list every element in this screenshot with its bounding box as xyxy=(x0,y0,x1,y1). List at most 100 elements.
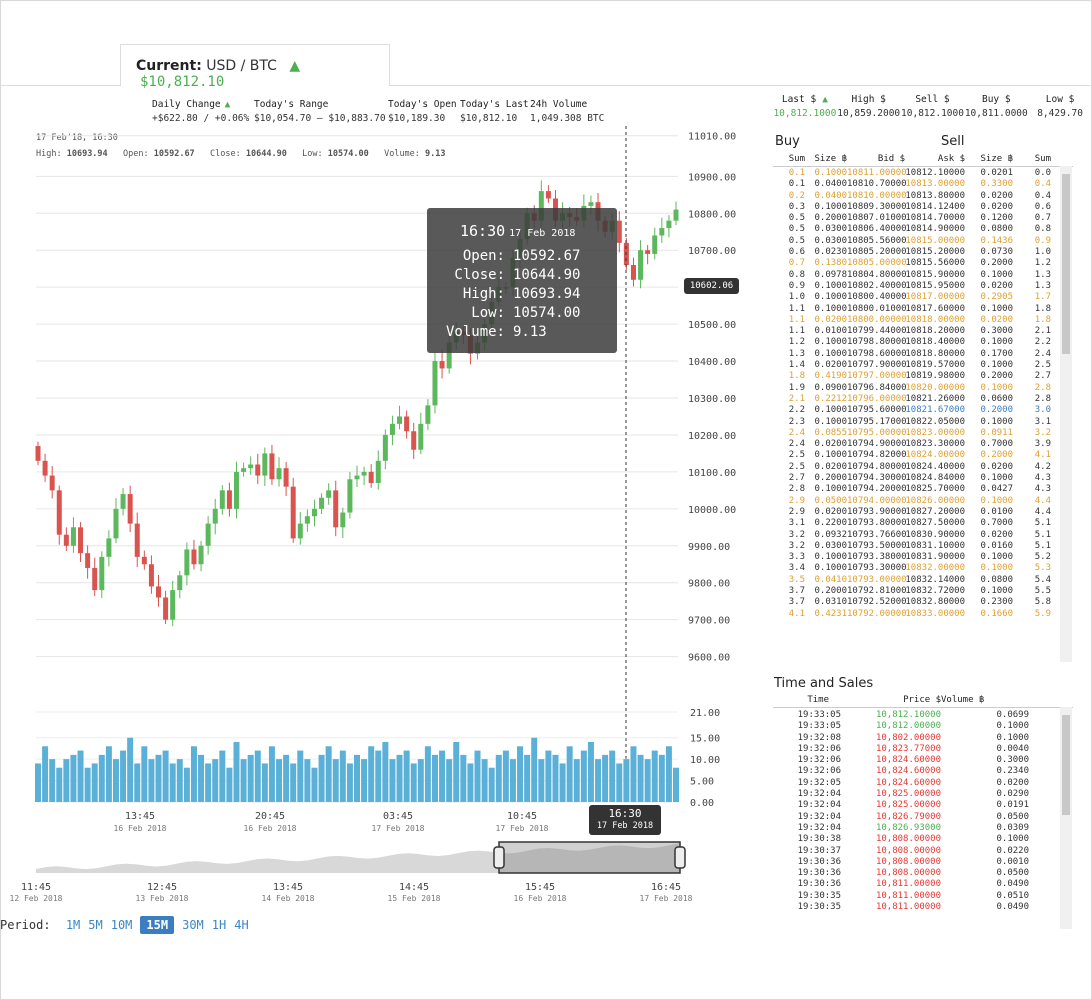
navigator-handle[interactable] xyxy=(493,846,505,869)
ts-col-header[interactable]: Price $ xyxy=(903,695,941,705)
orderbook-row[interactable]: 2.8 0.1000 10794.20000 10825.70000 0.0427 4.3 xyxy=(773,484,1073,495)
orderbook-row[interactable]: 3.7 0.0310 10792.52000 10832.80000 0.2300 5.8 xyxy=(773,597,1073,608)
candle[interactable] xyxy=(205,523,211,546)
candle[interactable] xyxy=(283,468,289,487)
orderbook-row[interactable]: 2.5 0.1000 10794.82000 10824.00000 0.2000 4.1 xyxy=(773,450,1073,461)
candle[interactable] xyxy=(638,250,644,280)
candle[interactable] xyxy=(78,527,84,554)
candle[interactable] xyxy=(397,416,403,424)
candle[interactable] xyxy=(333,490,339,528)
orderbook-row[interactable]: 2.7 0.2000 10794.30000 10824.84000 0.1000 4.3 xyxy=(773,473,1073,484)
ob-col-header[interactable]: Sum xyxy=(1034,154,1051,164)
candle[interactable] xyxy=(42,460,48,476)
orderbook-row[interactable]: 2.4 0.0855 10795.00000 10823.00000 0.0911 3.2 xyxy=(773,428,1073,439)
candle[interactable] xyxy=(418,423,424,450)
candle[interactable] xyxy=(120,494,126,509)
candle[interactable] xyxy=(389,423,395,435)
orderbook-row[interactable]: 0.1 0.1000 10811.00000 10812.10000 0.0201 0.0 xyxy=(773,168,1073,179)
candle[interactable] xyxy=(382,434,388,461)
candle[interactable] xyxy=(212,508,218,524)
period-10m[interactable]: 10M xyxy=(110,918,133,932)
price-chart[interactable]: 11010.0010900.0010800.0010700.0010600.00… xyxy=(0,120,770,920)
orderbook-row[interactable]: 4.1 0.4231 10792.00000 10833.00000 0.1660 5.9 xyxy=(773,609,1073,620)
candle[interactable] xyxy=(304,516,310,524)
candle[interactable] xyxy=(49,475,55,491)
orderbook-row[interactable]: 1.0 0.1000 10800.40000 10817.00000 0.2905 1.7 xyxy=(773,292,1073,303)
orderbook-row[interactable]: 1.4 0.0200 10797.90000 10819.57000 0.1000 2.5 xyxy=(773,360,1073,371)
candle[interactable] xyxy=(645,250,651,254)
candle[interactable] xyxy=(198,545,204,565)
candle[interactable] xyxy=(219,490,225,509)
candle[interactable] xyxy=(35,446,41,461)
orderbook-row[interactable]: 0.8 0.0978 10804.80000 10815.90000 0.1000 1.3 xyxy=(773,270,1073,281)
orderbook-row[interactable]: 1.1 0.0200 10800.00000 10818.00000 0.0200 1.8 xyxy=(773,315,1073,326)
candle[interactable] xyxy=(673,209,679,221)
candle[interactable] xyxy=(340,512,346,528)
candle[interactable] xyxy=(588,202,594,206)
candle[interactable] xyxy=(354,475,360,480)
orderbook-row[interactable]: 1.1 0.1000 10800.01000 10817.60000 0.1000 1.8 xyxy=(773,304,1073,315)
candle[interactable] xyxy=(538,191,544,221)
orderbook-row[interactable]: 3.3 0.1000 10793.38000 10831.90000 0.1000 5.2 xyxy=(773,552,1073,563)
period-1m[interactable]: 1M xyxy=(65,918,81,932)
orderbook-row[interactable]: 0.5 0.0300 10806.40000 10814.90000 0.0800 0.8 xyxy=(773,224,1073,235)
orderbook-row[interactable]: 3.4 0.1000 10793.30000 10832.00000 0.1000 5.3 xyxy=(773,563,1073,574)
candle[interactable] xyxy=(404,416,410,432)
candle[interactable] xyxy=(156,586,162,598)
orderbook-row[interactable]: 0.1 0.0400 10810.70000 10813.00000 0.3300 0.4 xyxy=(773,179,1073,190)
candle[interactable] xyxy=(297,523,303,539)
candle[interactable] xyxy=(106,538,112,557)
candle[interactable] xyxy=(432,361,438,406)
navigator-window[interactable] xyxy=(498,841,681,874)
candle[interactable] xyxy=(311,508,317,517)
candle[interactable] xyxy=(425,405,431,424)
ob-col-header[interactable]: Sum xyxy=(788,154,805,164)
candle[interactable] xyxy=(70,527,76,546)
ob-col-header[interactable]: Size ฿ xyxy=(814,154,847,164)
ob-col-header[interactable]: Size ฿ xyxy=(980,154,1013,164)
candle[interactable] xyxy=(226,490,232,509)
orderbook-row[interactable]: 2.9 0.0500 10794.00000 10826.00000 0.1000 4.4 xyxy=(773,496,1073,507)
orderbook-row[interactable]: 2.5 0.0200 10794.80000 10824.40000 0.0200 4.2 xyxy=(773,462,1073,473)
candle[interactable] xyxy=(233,471,239,509)
time-sales-scrollbar[interactable] xyxy=(1060,707,1072,929)
candle[interactable] xyxy=(141,556,147,565)
orderbook-row[interactable]: 0.6 0.0230 10805.20000 10815.20000 0.0730 1.0 xyxy=(773,247,1073,258)
candle[interactable] xyxy=(347,479,353,513)
candle[interactable] xyxy=(177,575,183,591)
orderbook-row[interactable]: 3.1 0.2200 10793.80000 10827.50000 0.7000 5.1 xyxy=(773,518,1073,529)
orderbook-scrollbar[interactable] xyxy=(1060,166,1072,662)
candle[interactable] xyxy=(411,431,417,450)
orderbook-row[interactable]: 1.2 0.1000 10798.80000 10818.40000 0.1000 2.2 xyxy=(773,337,1073,348)
candle[interactable] xyxy=(319,497,325,509)
orderbook-scroll-thumb[interactable] xyxy=(1062,174,1070,354)
candle[interactable] xyxy=(361,471,367,476)
orderbook-row[interactable]: 0.9 0.1000 10802.40000 10815.95000 0.0200 1.3 xyxy=(773,281,1073,292)
orderbook-row[interactable]: 3.2 0.0932 10793.76600 10830.90000 0.0200 5.1 xyxy=(773,530,1073,541)
ts-col-header[interactable]: Volume ฿ xyxy=(941,695,985,705)
orderbook-row[interactable]: 2.4 0.0200 10794.90000 10823.30000 0.7000 3.9 xyxy=(773,439,1073,450)
orderbook-row[interactable]: 2.3 0.1000 10795.17000 10822.05000 0.1000 3.1 xyxy=(773,417,1073,428)
orderbook-row[interactable]: 0.5 0.0300 10805.56000 10815.00000 0.1436 0.9 xyxy=(773,236,1073,247)
candle[interactable] xyxy=(63,534,69,546)
candle[interactable] xyxy=(666,220,672,229)
ts-col-header[interactable]: Time xyxy=(807,695,829,705)
period-15m[interactable]: 15M xyxy=(140,916,175,934)
orderbook-row[interactable]: 0.5 0.2000 10807.01000 10814.70000 0.1200 0.7 xyxy=(773,213,1073,224)
candle[interactable] xyxy=(241,468,247,472)
orderbook-row[interactable]: 1.8 0.4190 10797.00000 10819.98000 0.2000 2.7 xyxy=(773,371,1073,382)
candle[interactable] xyxy=(148,564,154,587)
candle[interactable] xyxy=(375,460,381,483)
candle[interactable] xyxy=(56,490,62,535)
candle[interactable] xyxy=(262,453,268,476)
candle[interactable] xyxy=(127,494,133,524)
candle[interactable] xyxy=(163,597,169,620)
navigator-handle[interactable] xyxy=(674,846,686,869)
orderbook-row[interactable]: 3.7 0.2000 10792.81000 10832.72000 0.1000 5.5 xyxy=(773,586,1073,597)
orderbook-row[interactable]: 2.2 0.1000 10795.60000 10821.67000 0.2000 3.0 xyxy=(773,405,1073,416)
candle[interactable] xyxy=(630,265,636,280)
candle[interactable] xyxy=(290,486,296,539)
tab-current-pair[interactable]: Current: USD / BTC ▲ $10,812.10 xyxy=(120,44,390,90)
orderbook-row[interactable]: 2.9 0.0200 10793.90000 10827.20000 0.0100 4.4 xyxy=(773,507,1073,518)
candle[interactable] xyxy=(439,361,445,369)
